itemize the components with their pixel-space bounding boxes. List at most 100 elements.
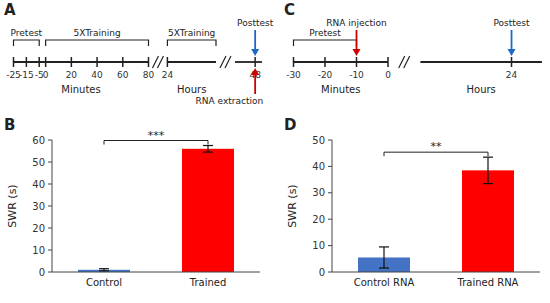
axis-break [225, 56, 231, 68]
timeline-bracket [14, 40, 40, 46]
error-line [487, 157, 488, 183]
timeline-tick-label: -30 [286, 70, 301, 80]
arrow-label: Posttest [493, 18, 530, 28]
x-tick-label: Trained [189, 277, 227, 288]
bars [358, 157, 514, 272]
timeline-tick [45, 57, 47, 67]
timeline-line [167, 61, 216, 63]
arrow-label: RNA injection [326, 18, 386, 28]
x-tick-label: Control [86, 277, 122, 288]
y-tick [48, 140, 52, 141]
error-bar [483, 157, 493, 183]
x-axis [332, 272, 540, 273]
timeline-tick-label: -20 [318, 70, 333, 80]
error-cap [379, 246, 389, 247]
arrow-shaft [356, 30, 358, 51]
significance-label: *** [148, 129, 165, 142]
error-bar [99, 269, 109, 271]
timeline-tick-label: 40 [91, 70, 103, 80]
x-tick-label: Control RNA [354, 277, 415, 288]
arrow-head [251, 68, 259, 75]
timeline-arrow [508, 30, 516, 56]
error-line [207, 146, 208, 153]
error-line [383, 247, 384, 268]
timeline-tick [38, 57, 40, 67]
arrow-head [353, 49, 361, 56]
timeline-tick-label: 60 [117, 70, 129, 80]
x-axis [52, 272, 260, 273]
y-tick-label: 20 [312, 214, 325, 225]
timeline-tick-label: 0 [43, 70, 49, 80]
timeline-line [235, 61, 262, 63]
timeline-line [14, 61, 149, 63]
axis-break [404, 56, 410, 68]
figure: A-25-15-5020406080Minutes24Hours48Pretes… [0, 0, 550, 303]
y-axis-label: SWR (s) [6, 184, 19, 227]
bracket-label: Pretest [309, 28, 341, 38]
y-tick [328, 140, 332, 141]
y-tick [48, 184, 52, 185]
panel-letter: A [4, 1, 16, 19]
panel-letter: C [284, 1, 295, 19]
y-tick-label: 50 [32, 157, 45, 168]
bars [78, 146, 234, 273]
y-tick [48, 250, 52, 251]
timeline-tick [293, 57, 295, 67]
y-tick [48, 162, 52, 163]
timeline-tick [96, 57, 98, 67]
bar [182, 149, 234, 272]
y-tick [48, 206, 52, 207]
timeline-line [420, 61, 542, 63]
timeline-tick [167, 57, 169, 67]
y-axis [332, 140, 333, 272]
error-cap [379, 267, 389, 268]
timeline-tick [26, 57, 28, 67]
error-cap [483, 183, 493, 184]
axis-break [220, 56, 226, 68]
axis-break [157, 56, 163, 68]
timeline-tick-label: 80 [143, 70, 155, 80]
y-tick-label: 40 [32, 179, 45, 190]
panel-letter: D [284, 116, 296, 134]
timeline-tick [148, 57, 150, 67]
y-tick [48, 228, 52, 229]
timeline-line [294, 61, 389, 63]
timeline-unit-label: Minutes [61, 84, 100, 95]
y-tick [328, 166, 332, 167]
timeline-tick [356, 57, 358, 67]
timeline-bracket [167, 40, 216, 46]
y-tick-label: 50 [312, 135, 325, 146]
timeline-tick [71, 57, 73, 67]
error-bar [203, 146, 213, 153]
timeline-tick [13, 57, 15, 67]
y-axis-label: SWR (s) [286, 184, 299, 227]
timeline-tick-label: -10 [349, 70, 364, 80]
y-tick-label: 40 [312, 161, 325, 172]
timeline-tick [122, 57, 124, 67]
panel-letter: B [4, 116, 15, 134]
timeline-arrow [251, 30, 259, 56]
timeline-tick [254, 57, 256, 67]
y-tick-label: 30 [32, 201, 45, 212]
timeline-tick-label: 0 [385, 70, 391, 80]
y-tick-label: 0 [319, 267, 325, 278]
y-tick-label: 10 [312, 240, 325, 251]
bar [462, 170, 514, 272]
timeline-tick [511, 57, 513, 67]
timeline-unit-label: Minutes [321, 84, 360, 95]
arrow-shaft [254, 30, 256, 51]
y-tick [48, 272, 52, 273]
timeline-arrow [353, 30, 361, 56]
arrow-head [251, 49, 259, 56]
error-cap [483, 157, 493, 158]
timeline-tick-label: 24 [162, 70, 174, 80]
y-tick-label: 10 [32, 245, 45, 256]
error-cap [203, 145, 213, 146]
y-tick [328, 192, 332, 193]
bracket-label: 5XTraining [168, 28, 215, 38]
arrow-shaft [511, 30, 513, 51]
timeline-bracket [294, 40, 357, 46]
axis-break [399, 56, 405, 68]
arrow-label: Posttest [237, 18, 274, 28]
x-tick-label: Trained RNA [457, 277, 519, 288]
